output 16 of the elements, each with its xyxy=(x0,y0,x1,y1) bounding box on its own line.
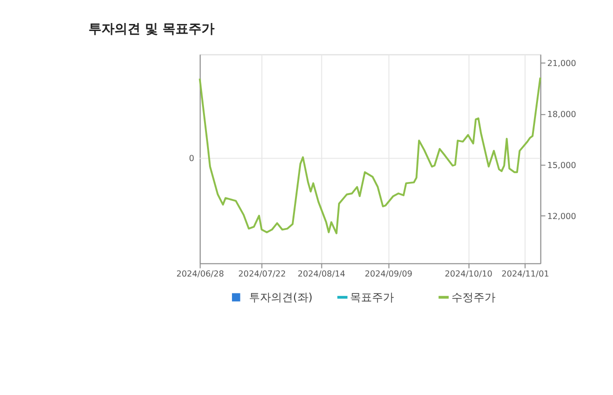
x-tick-label: 2024/08/14 xyxy=(298,268,346,279)
line-series xyxy=(198,76,542,234)
y2-tick-label: 18,000 xyxy=(547,108,576,119)
text: 0 xyxy=(188,153,194,164)
legend-label: 수정주가 xyxy=(451,290,496,304)
x-tick-label: 2024/09/09 xyxy=(364,268,412,279)
x-tick-label: 2024/07/22 xyxy=(238,268,286,279)
x-tick-label: 2024/06/28 xyxy=(176,268,224,279)
x-tick-label: 2024/10/10 xyxy=(444,268,492,279)
chart-title: 투자의견 및 목표주가 xyxy=(88,22,214,38)
x-tick-label: 2024/11/01 xyxy=(501,268,550,279)
y2-tick-label: 21,000 xyxy=(547,58,576,68)
legend-label: 목표주가 xyxy=(350,290,394,304)
legend-label: 투자의견(좌) xyxy=(248,290,313,304)
y2-tick-label: 15,000 xyxy=(547,160,576,170)
y2-tick-label: 12,000 xyxy=(547,210,576,221)
